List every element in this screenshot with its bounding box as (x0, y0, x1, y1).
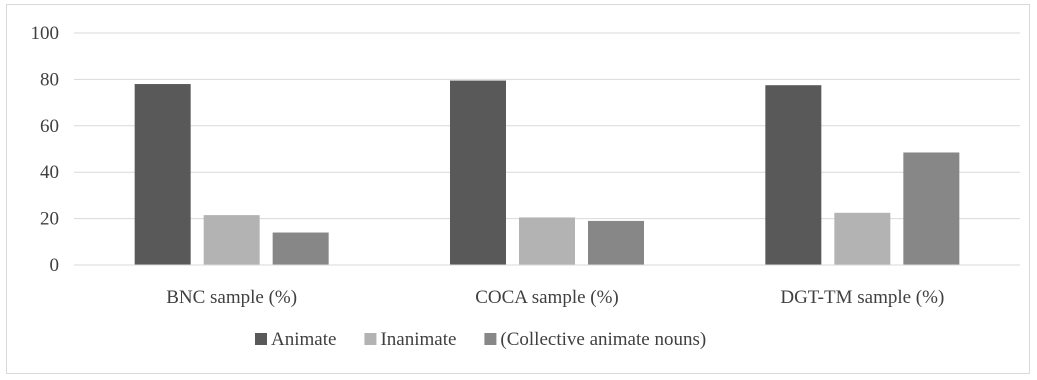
legend: Animate Inanimate (Collective animate noun… (255, 329, 706, 350)
bar-animate-0 (134, 84, 191, 265)
category-label: COCA sample (%) (475, 287, 619, 308)
gridlines (74, 32, 1020, 220)
bar-inanimate-1 (519, 217, 575, 265)
legend-label: Animate (271, 329, 336, 350)
bar-animate-1 (450, 80, 506, 265)
legend-swatch (484, 333, 497, 345)
bar-animate-2 (765, 85, 822, 265)
y-tick-label: 80 (40, 69, 59, 90)
legend-label: (Collective animate nouns) (500, 329, 706, 350)
y-tick-label: 0 (50, 255, 60, 276)
bar-inanimate-0 (203, 215, 260, 265)
legend-swatch (364, 333, 377, 345)
bar-collective-animate-nouns-1 (588, 220, 644, 265)
y-tick-label: 100 (31, 23, 60, 44)
bar-inanimate-2 (834, 212, 891, 265)
x-axis-categories: BNC sample (%) COCA sample (%) DGT-TM samp… (166, 287, 944, 308)
y-tick-label: 20 (40, 209, 59, 230)
legend-item: (Collective animate nouns) (484, 329, 706, 350)
legend-label: Inanimate (380, 329, 456, 350)
category-label: BNC sample (%) (166, 287, 297, 308)
bar-chart: 0 20 40 60 80 100 BNC sample (%) COCA sample (… (31, 23, 1020, 350)
category-label: DGT-TM sample (%) (780, 287, 944, 308)
legend-item: Animate (255, 329, 336, 350)
legend-swatch (255, 333, 267, 345)
chart-frame: 0 20 40 60 80 100 BNC sample (%) COCA sample (… (6, 4, 1030, 374)
bars (134, 80, 960, 265)
bar-collective-animate-nouns-0 (272, 232, 329, 265)
y-tick-label: 60 (40, 116, 59, 137)
y-tick-label: 40 (40, 162, 59, 183)
bar-collective-animate-nouns-2 (903, 152, 960, 265)
y-axis-ticks: 0 20 40 60 80 100 (31, 23, 60, 276)
legend-item: Inanimate (364, 329, 456, 350)
